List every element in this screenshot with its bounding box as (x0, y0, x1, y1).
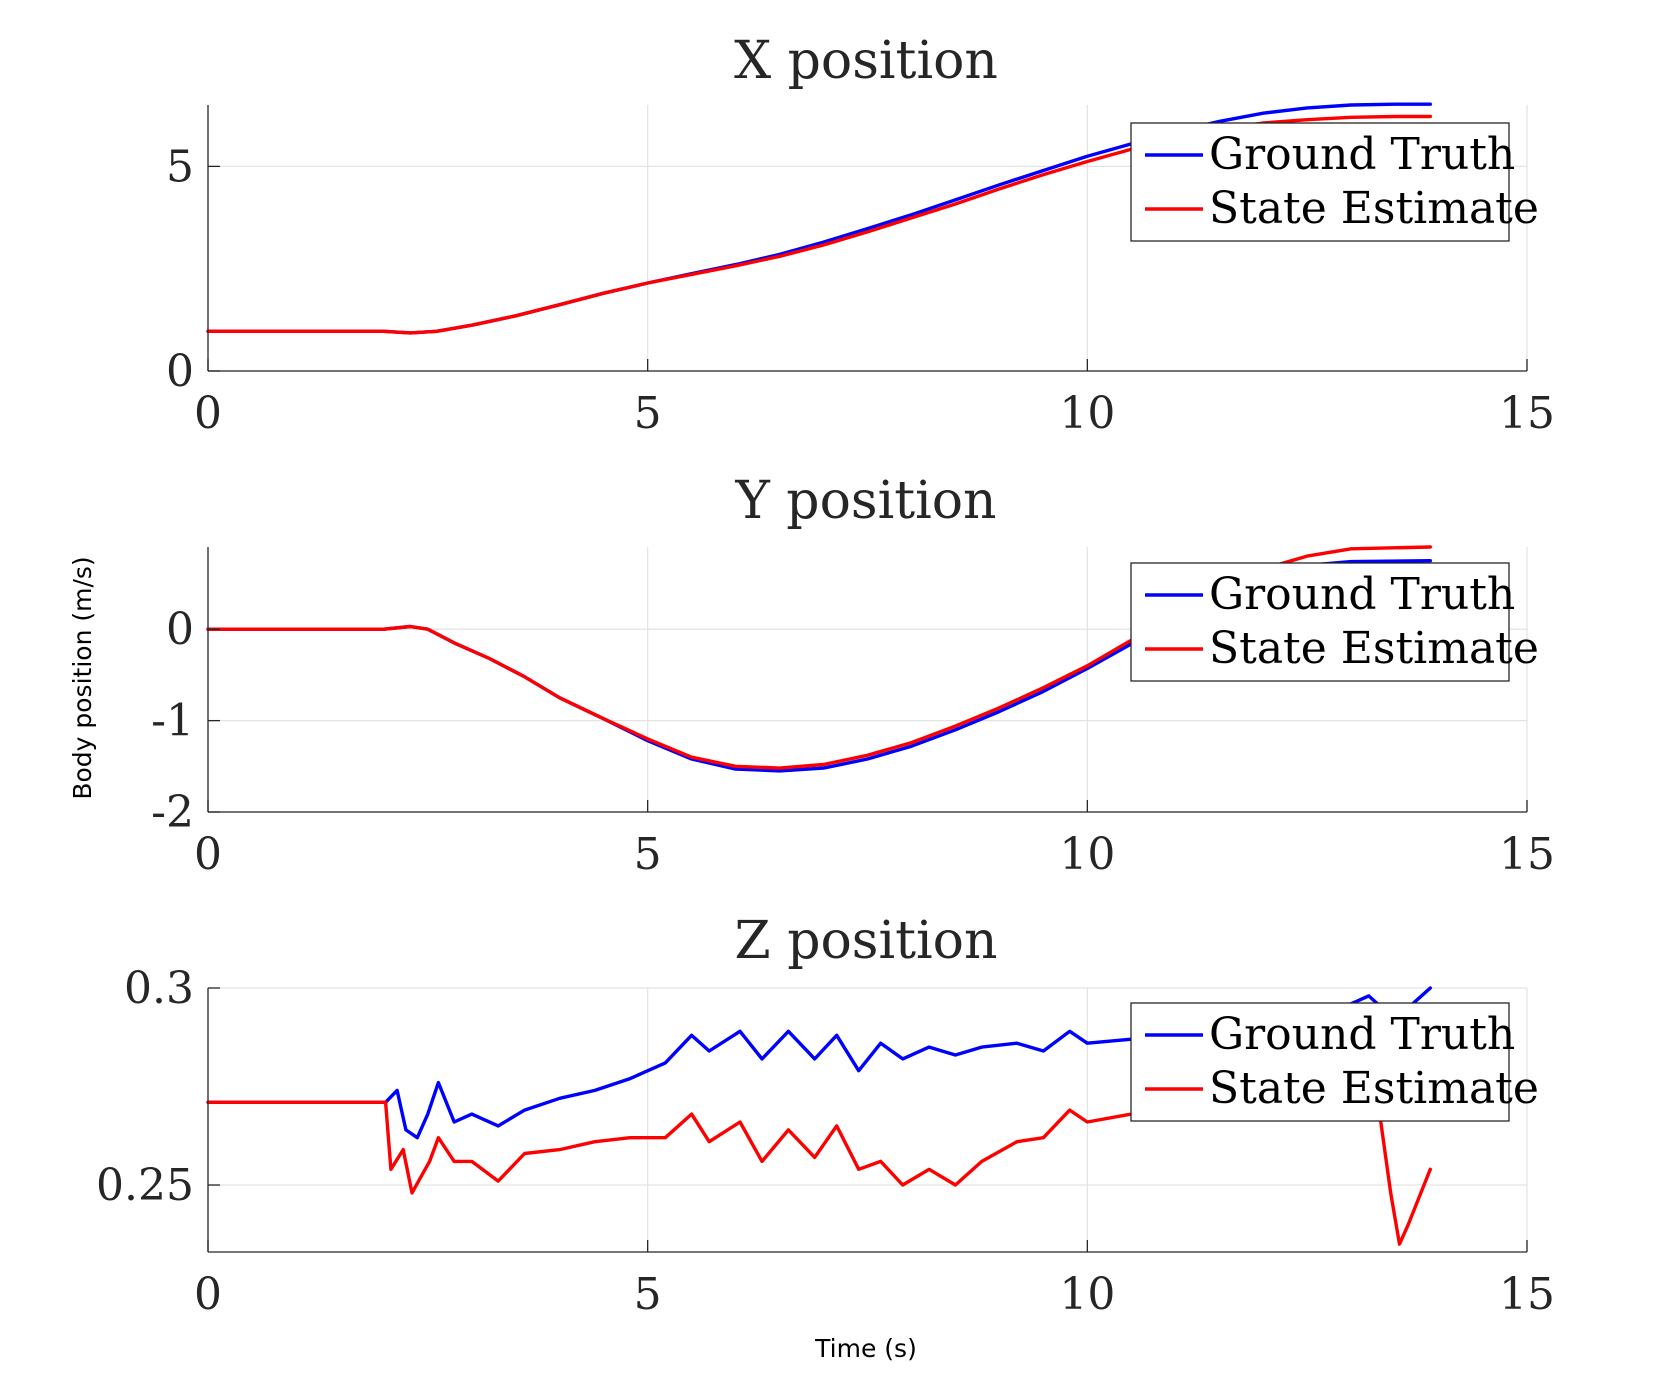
y-tick-label: 5 (166, 141, 194, 192)
x-tick-label: 15 (1499, 829, 1555, 880)
z-position-title: Z position (735, 911, 998, 971)
x-tick-label: 0 (194, 829, 222, 880)
y-tick-label: 0 (166, 604, 194, 655)
x-tick-label: 10 (1059, 1269, 1115, 1320)
y-tick-label: 0 (166, 346, 194, 397)
x-position-axes (207, 105, 1527, 372)
z-position-ticks: 0 5 10 15 0.25 0.3 (96, 963, 1555, 1320)
legend-label-state-estimate: State Estimate (1209, 183, 1539, 234)
y-position-title: Y position (734, 471, 996, 531)
legend-label-ground-truth: Ground Truth (1209, 129, 1515, 180)
x-position-legend: Ground Truth State Estimate (1130, 122, 1539, 242)
y-tick-label: 0.25 (96, 1160, 194, 1211)
y-position-legend: Ground Truth State Estimate (1130, 562, 1539, 682)
legend-box (1130, 562, 1510, 682)
x-tick-label: 5 (634, 829, 662, 880)
x-axis-label: Time (s) (814, 1334, 917, 1363)
x-tick-label: 10 (1059, 388, 1115, 439)
y-axis-label: Body position (m/s) (68, 556, 97, 799)
x-tick-label: 15 (1499, 388, 1555, 439)
x-tick-label: 10 (1059, 829, 1115, 880)
x-tick-label: 15 (1499, 1269, 1555, 1320)
y-position-panel: Y position 0 5 10 15 -2 -1 0 Body position (m/… (68, 471, 1555, 880)
legend-label-ground-truth: Ground Truth (1209, 569, 1515, 620)
x-position-panel: X position 0 5 10 15 0 5 Ground Truth State E… (166, 31, 1555, 439)
z-position-axes (207, 988, 1527, 1253)
legend-box (1130, 122, 1510, 242)
legend-box (1130, 1002, 1510, 1122)
x-tick-label: 0 (194, 388, 222, 439)
x-position-ticks: 0 5 10 15 0 5 (166, 141, 1555, 439)
y-tick-label: -2 (151, 787, 194, 838)
z-position-panel: Z position 0 5 10 15 0.25 0.3 Time (s) Ground… (96, 911, 1555, 1363)
legend-label-ground-truth: Ground Truth (1209, 1009, 1515, 1060)
x-tick-label: 0 (194, 1269, 222, 1320)
y-position-ticks: 0 5 10 15 -2 -1 0 (151, 604, 1555, 880)
y-tick-label: 0.3 (124, 963, 194, 1014)
z-position-legend: Ground Truth State Estimate (1130, 1002, 1539, 1122)
y-position-axes (207, 547, 1527, 813)
legend-label-state-estimate: State Estimate (1209, 1063, 1539, 1114)
x-tick-label: 5 (634, 388, 662, 439)
x-position-title: X position (734, 31, 998, 91)
legend-label-state-estimate: State Estimate (1209, 623, 1539, 674)
x-tick-label: 5 (634, 1269, 662, 1320)
y-tick-label: -1 (151, 696, 194, 747)
